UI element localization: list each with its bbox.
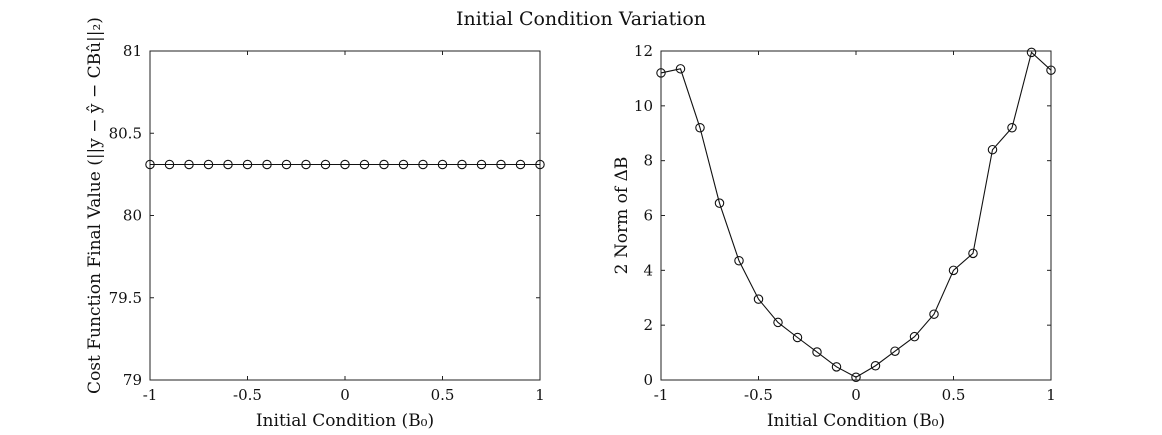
x-axis-label: Initial Condition (B₀) [767, 411, 945, 431]
data-point-marker [1026, 47, 1037, 58]
y-tick-label: 79.5 [109, 289, 142, 307]
data-point-marker [457, 159, 467, 170]
x-tick-label: 0.5 [431, 386, 455, 404]
series-line [660, 51, 1052, 378]
data-point-marker [734, 255, 744, 266]
data-point-marker [203, 159, 214, 170]
data-point-marker [773, 317, 783, 328]
data-point-marker [1007, 123, 1017, 133]
data-point-marker [437, 159, 448, 170]
x-tick-label: 1 [1046, 386, 1056, 404]
data-point-marker [496, 159, 506, 170]
data-point-marker [987, 144, 998, 155]
data-point-marker [145, 159, 155, 170]
data-point-marker [320, 159, 331, 170]
data-point-marker [164, 159, 175, 170]
x-tick-label: -1 [654, 386, 669, 404]
axes-frame [660, 50, 1052, 381]
data-point-marker [379, 159, 389, 170]
y-tick-label: 10 [634, 97, 653, 115]
data-point-marker [870, 360, 881, 371]
y-axis-label: Cost Function Final Value (||y − ŷ − CBû… [85, 17, 105, 394]
data-point-marker [695, 123, 705, 133]
data-point-marker [515, 159, 526, 170]
data-point-marker [301, 159, 311, 170]
data-point-marker [1046, 65, 1056, 75]
x-axis-label: Initial Condition (B₀) [256, 411, 434, 431]
data-point-marker [714, 198, 725, 208]
figure-title: Initial Condition Variation [456, 8, 706, 30]
y-tick-label: 8 [643, 152, 653, 170]
y-tick-label: 12 [634, 42, 653, 60]
data-point-marker [359, 159, 370, 170]
y-tick-label: 4 [643, 261, 653, 279]
data-point-marker [968, 248, 978, 259]
x-tick-label: -0.5 [744, 386, 773, 404]
y-tick-label: 81 [123, 42, 142, 60]
data-point-marker [948, 265, 959, 276]
x-tick-label: -0.5 [233, 386, 262, 404]
data-point-marker [909, 331, 920, 342]
cost-function-panel: -1 -0.5 0 0.5 1 79 79.5 80 80.5 81 Initial Conditi… [85, 17, 545, 431]
data-point-marker [753, 294, 764, 304]
data-point-marker [418, 159, 428, 170]
data-point-marker [242, 159, 253, 170]
x-tick-label: 1 [535, 386, 545, 404]
data-point-marker [812, 347, 822, 357]
data-point-marker [281, 159, 292, 170]
y-tick-label: 80 [123, 207, 142, 225]
data-point-marker [792, 332, 803, 343]
data-point-marker [929, 309, 939, 319]
data-point-marker [535, 159, 545, 170]
data-point-marker [851, 372, 861, 383]
data-point-marker [223, 159, 233, 170]
x-tick-label: -1 [143, 386, 158, 404]
y-tick-label: 6 [643, 207, 653, 225]
axes-frame [149, 50, 541, 381]
data-point-marker [398, 159, 409, 170]
data-point-marker [831, 362, 842, 372]
y-tick-label: 79 [123, 371, 142, 389]
x-tick-label: 0 [340, 386, 350, 404]
data-point-marker [675, 64, 686, 74]
data-point-marker [262, 159, 272, 170]
y-axis-label: 2 Norm of ΔB [612, 157, 632, 275]
x-tick-label: 0.5 [942, 386, 966, 404]
data-point-marker [890, 346, 900, 356]
data-point-marker [340, 159, 350, 170]
data-point-marker [476, 159, 487, 170]
y-tick-label: 0 [643, 371, 653, 389]
y-tick-label: 80.5 [109, 124, 142, 142]
data-point-marker [656, 68, 666, 78]
x-tick-label: 0 [851, 386, 861, 404]
data-point-marker [184, 159, 194, 170]
y-tick-label: 2 [643, 316, 653, 334]
